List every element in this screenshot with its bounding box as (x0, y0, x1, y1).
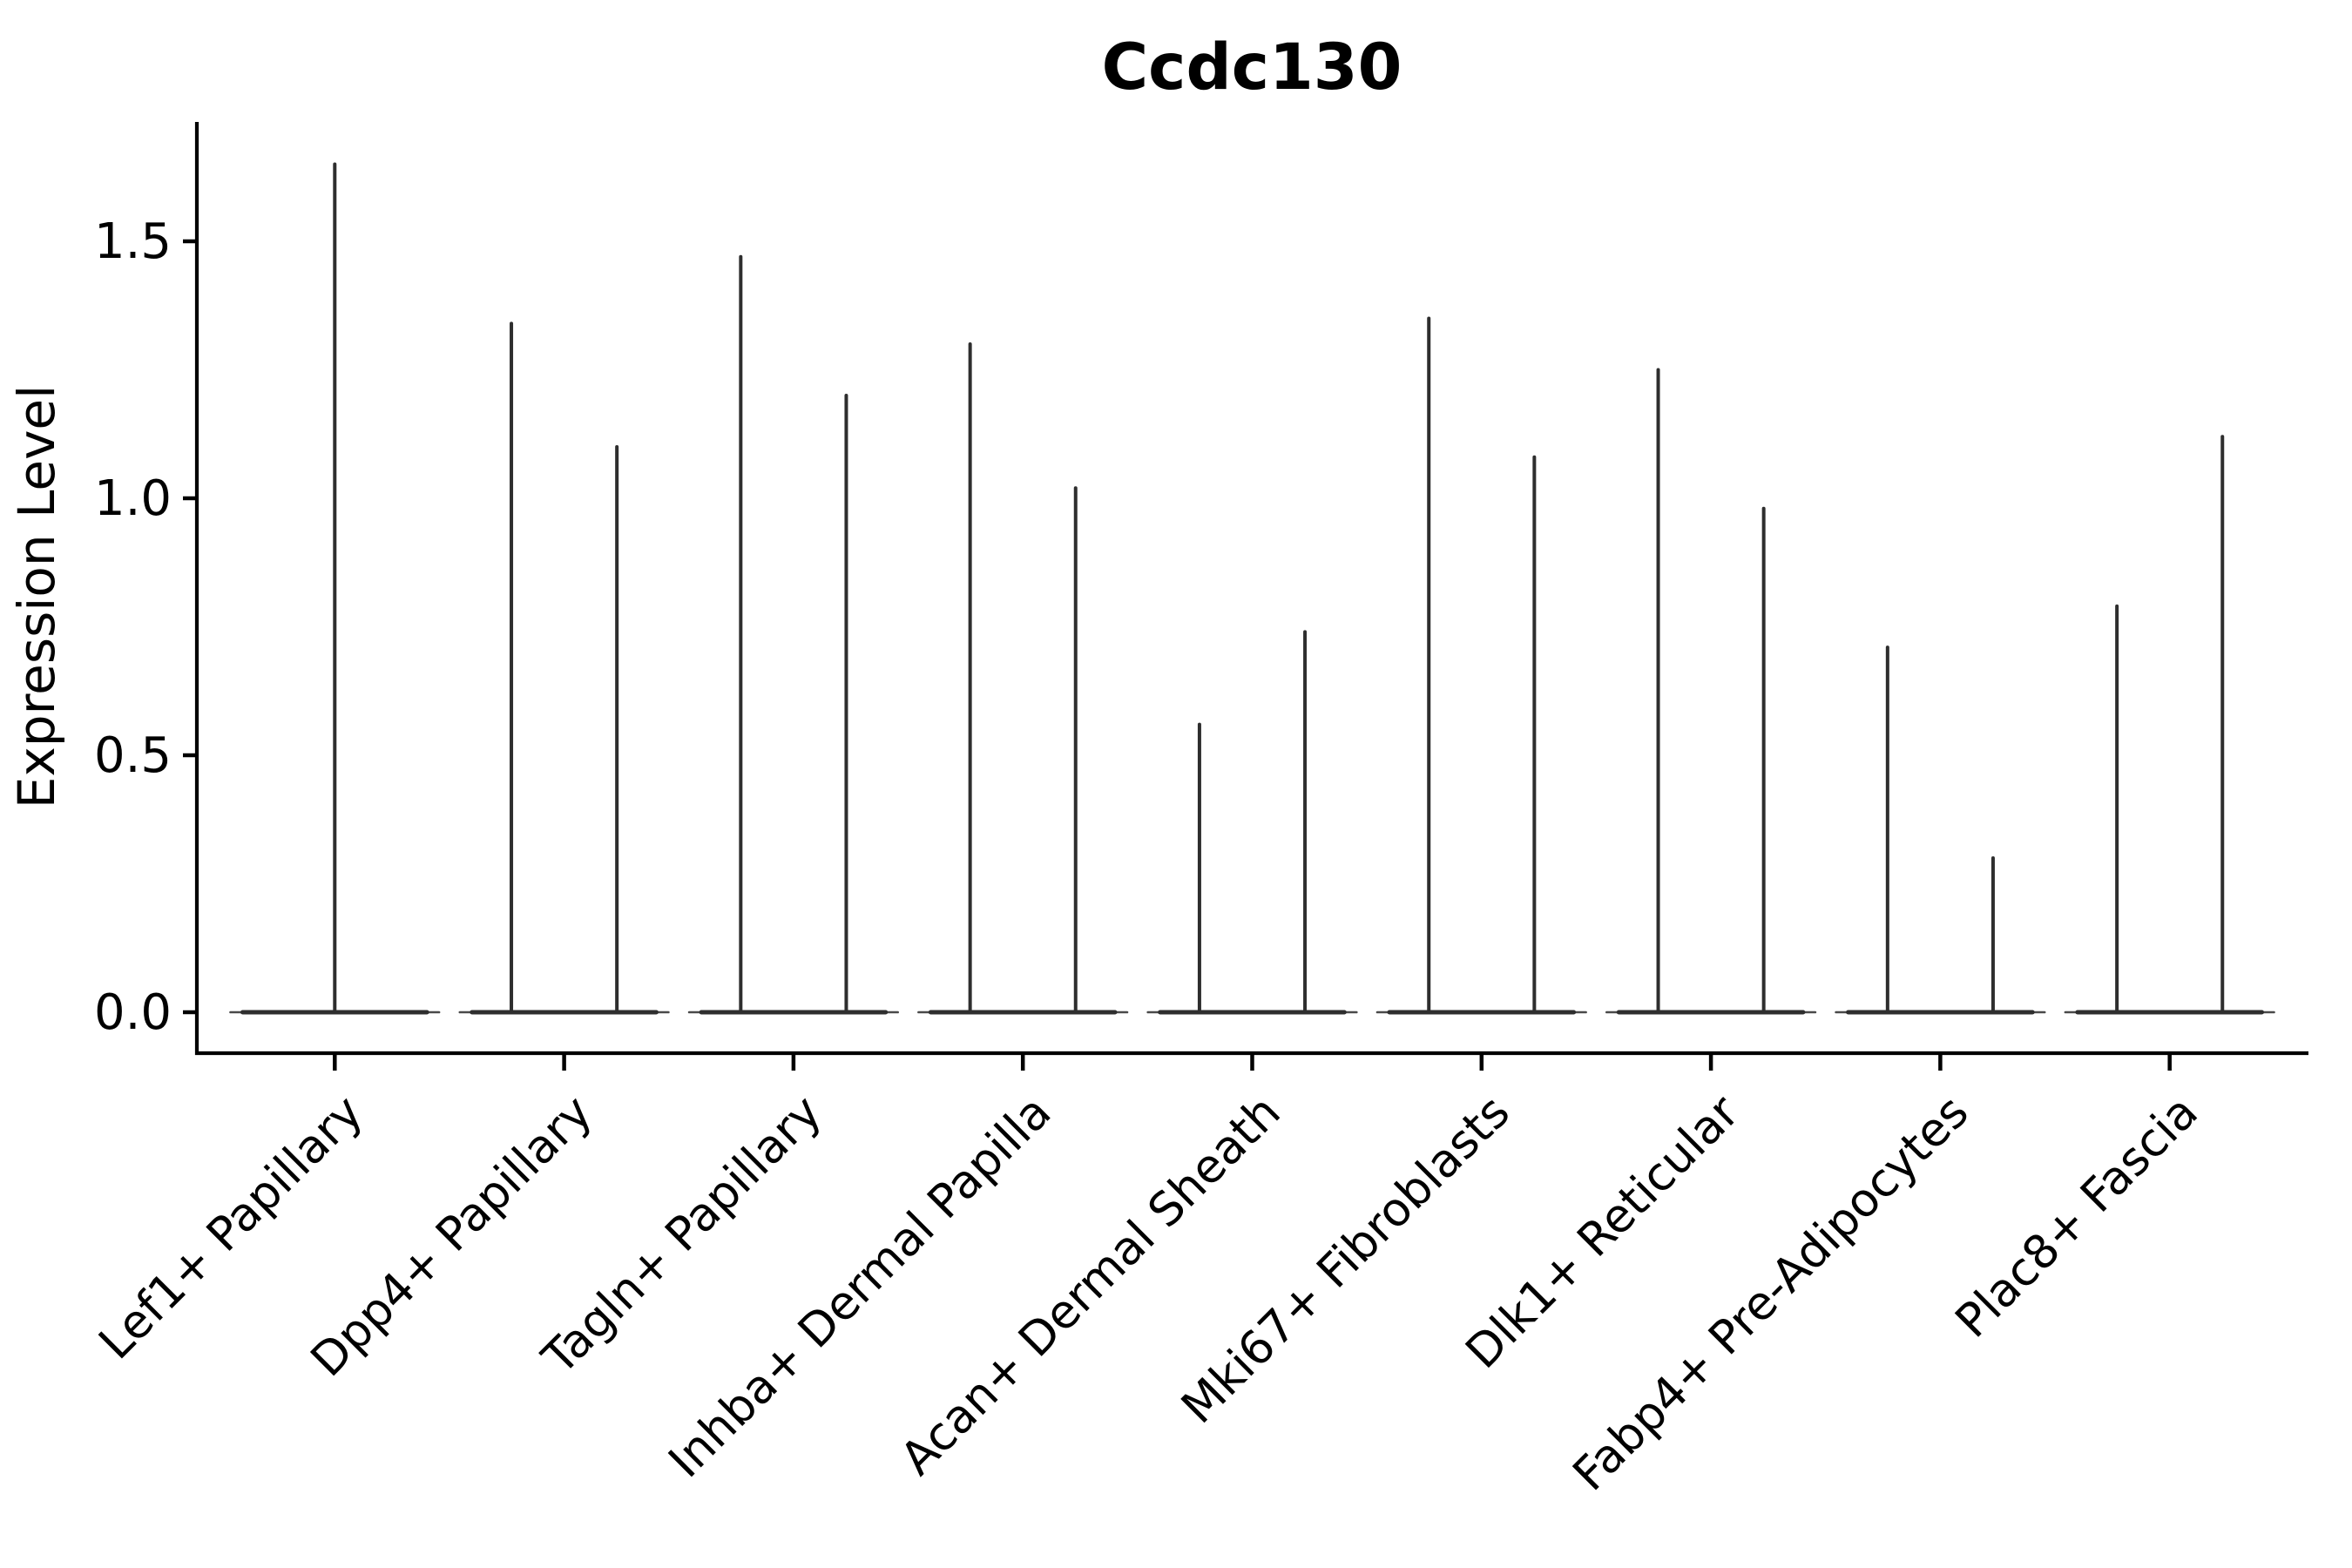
violin (1146, 630, 1358, 1015)
x-tick-label: Plac8+ Fascia (1945, 1085, 2207, 1348)
violin (1835, 645, 2046, 1015)
violin (1375, 316, 1587, 1015)
chart-title: Ccdc130 (1102, 30, 1402, 105)
x-tick-label: Acan+ Dermal Sheath (890, 1085, 1290, 1485)
violin (2064, 435, 2275, 1015)
y-axis-ticks-group: 0.0 0.5 1.0 1.5 (94, 213, 197, 1041)
violin (917, 342, 1129, 1015)
x-tick-label: Inhba+ Dermal Papilla (659, 1085, 1061, 1488)
x-tick-label: Fabp4+ Pre-Adipocytes (1563, 1085, 1978, 1501)
y-tick-label: 1.5 (94, 213, 172, 270)
y-tick-label: 0.0 (94, 984, 172, 1041)
y-axis-label: Expression Level (7, 385, 66, 808)
violin (458, 321, 670, 1015)
violin (687, 254, 900, 1015)
y-tick-label: 1.0 (94, 470, 172, 527)
violin (1605, 368, 1817, 1015)
violin (229, 162, 441, 1015)
y-tick-label: 0.5 (94, 727, 172, 784)
violins-group (229, 162, 2275, 1015)
